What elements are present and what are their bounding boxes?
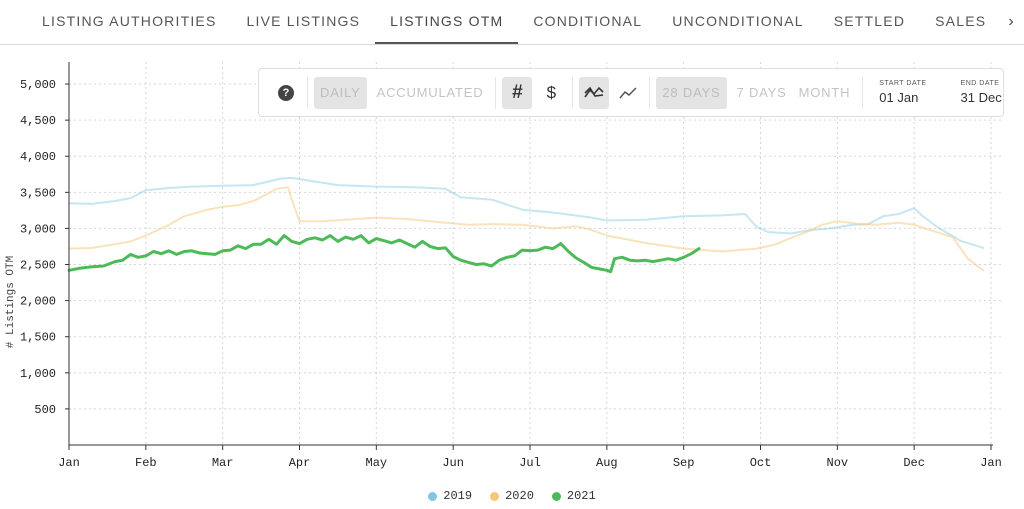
help-icon[interactable]: ?: [271, 77, 301, 109]
end-date-picker[interactable]: END DATE 31 Dec: [961, 80, 1002, 105]
x-tick-label: Jul: [519, 456, 541, 470]
range-28-days-button[interactable]: 28 DAYS: [656, 76, 727, 109]
legend-dot-icon: [490, 491, 500, 501]
end-date-label: END DATE: [960, 80, 1000, 87]
x-tick-label: Feb: [135, 456, 157, 470]
divider: [495, 76, 497, 109]
count-button[interactable]: #: [502, 76, 533, 109]
range-month-button[interactable]: MONTH: [798, 84, 851, 100]
line-chart-icon: [619, 86, 637, 98]
legend-label: 2021: [566, 489, 596, 503]
x-tick-label: Mar: [212, 456, 234, 470]
range-7-days-button[interactable]: 7 DAYS: [736, 84, 787, 100]
tab-bar: LISTING AUTHORITIES LIVE LISTINGS LISTINGS…: [0, 0, 1024, 45]
grid: [68, 62, 1003, 445]
y-axis-label: # Listings OTM: [5, 256, 17, 348]
divider: [572, 76, 574, 109]
y-tick-label: 5,000: [20, 78, 56, 92]
start-date-picker[interactable]: START DATE 01 Jan: [879, 80, 926, 105]
x-tick-label: Dec: [903, 456, 925, 470]
x-tick-label: May: [366, 456, 388, 470]
x-tick-label: Oct: [750, 456, 772, 470]
trend-button[interactable]: [579, 76, 610, 109]
legend-dot-icon: [428, 491, 438, 501]
chart-legend: 2019 2020 2021: [0, 486, 1024, 506]
trend-icon: [584, 86, 604, 97]
y-tick-label: 3,000: [20, 222, 56, 236]
line-chart-button[interactable]: [613, 77, 643, 109]
daily-button[interactable]: DAILY: [314, 76, 367, 109]
hash-icon: #: [512, 81, 523, 103]
tab-listings-otm[interactable]: LISTINGS OTM: [375, 0, 519, 44]
series-line-2020: [68, 186, 985, 272]
dollar-button[interactable]: $: [536, 77, 566, 109]
x-tick-label: Nov: [827, 456, 849, 470]
chevron-right-icon[interactable]: ›: [998, 0, 1024, 44]
y-tick-label: 4,000: [20, 150, 56, 164]
y-tick-label: 4,500: [20, 114, 56, 128]
accumulated-button[interactable]: ACCUMULATED: [376, 84, 484, 100]
y-tick-label: 1,500: [20, 331, 56, 345]
start-date-value: 01 Jan: [879, 90, 919, 105]
start-date-label: START DATE: [879, 80, 927, 87]
legend-item-2019[interactable]: 2019: [428, 489, 472, 503]
tab-settled[interactable]: SETTLED: [833, 13, 906, 29]
tab-listing-authorities[interactable]: LISTING AUTHORITIES: [42, 13, 217, 29]
tab-conditional[interactable]: CONDITIONAL: [533, 13, 643, 29]
y-tick-label: 2,500: [20, 259, 56, 273]
y-tick-label: 1,000: [20, 367, 56, 381]
legend-label: 2019: [443, 489, 473, 503]
line-chart: 500 1,000 1,500 2,000 2,500 3,000 3,500 4,000 4,…: [5, 62, 1003, 470]
divider: [862, 76, 864, 109]
series-line-2019: [68, 176, 985, 249]
divider: [307, 76, 308, 109]
x-tick-label: Apr: [289, 456, 311, 470]
x-tick-label: Aug: [596, 456, 618, 470]
tab-live-listings[interactable]: LIVE LISTINGS: [246, 13, 361, 29]
end-date-value: 31 Dec: [960, 90, 1002, 105]
y-tick-label: 3,500: [20, 186, 56, 200]
chart-toolbar: ? DAILY ACCUMULATED # $ 28 DAYS 7 DAYS M…: [258, 68, 1004, 117]
legend-label: 2020: [505, 489, 534, 503]
dollar-icon: $: [546, 82, 557, 102]
legend-item-2021[interactable]: 2021: [551, 489, 596, 503]
legend-dot-icon: [551, 491, 561, 501]
x-tick-label: Sep: [673, 456, 695, 470]
series-layer: [67, 176, 985, 274]
series-line-2021: [67, 234, 701, 274]
y-tick-label: 500: [34, 403, 56, 417]
x-tick-label: Jan: [58, 456, 80, 470]
x-tick-label: Jun: [442, 456, 464, 470]
divider: [649, 76, 651, 109]
tab-sales[interactable]: SALES: [935, 13, 987, 29]
y-tick-label: 2,000: [20, 295, 56, 309]
legend-item-2020[interactable]: 2020: [490, 489, 534, 503]
tab-unconditional[interactable]: UNCONDITIONAL: [672, 13, 804, 29]
axes: 500 1,000 1,500 2,000 2,500 3,000 3,500 4,000 4,…: [20, 62, 1002, 470]
x-tick-label: Jan: [980, 456, 1002, 470]
